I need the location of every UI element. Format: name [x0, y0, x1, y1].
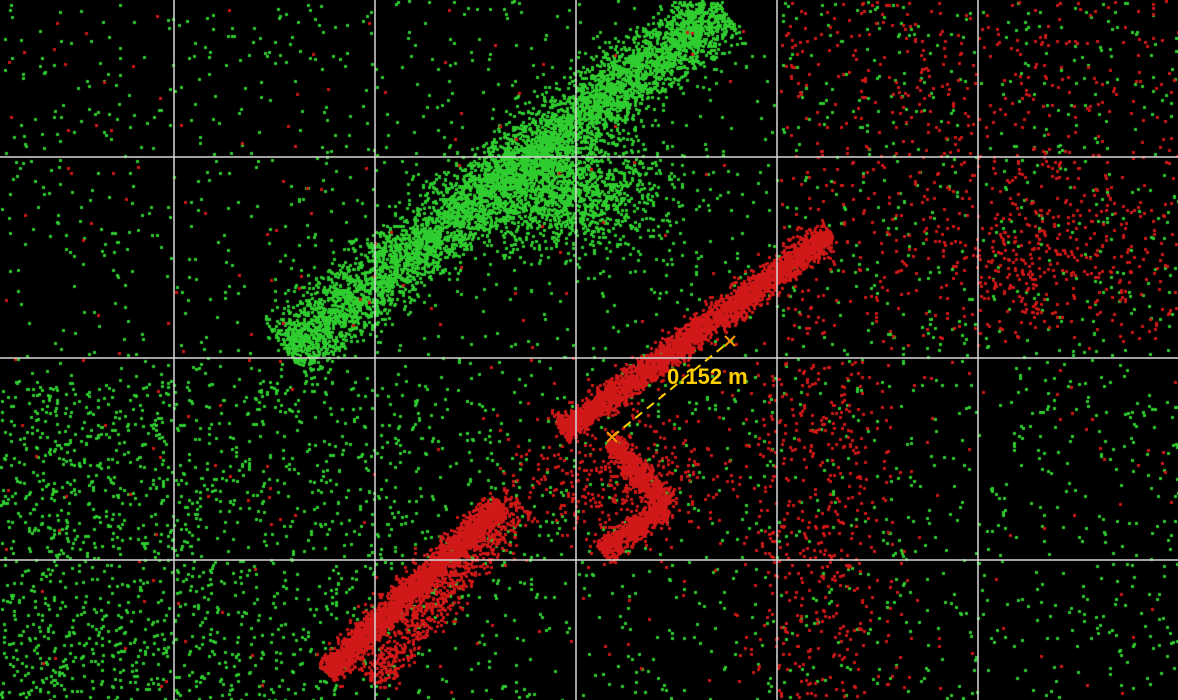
measurement-distance-label: 0.152 m	[667, 364, 748, 389]
measurement-start-marker[interactable]	[606, 431, 618, 443]
measurement-end-marker[interactable]	[724, 335, 736, 347]
distance-measurement[interactable]: 0.152 m	[606, 335, 748, 443]
measurement-line[interactable]	[611, 340, 731, 438]
